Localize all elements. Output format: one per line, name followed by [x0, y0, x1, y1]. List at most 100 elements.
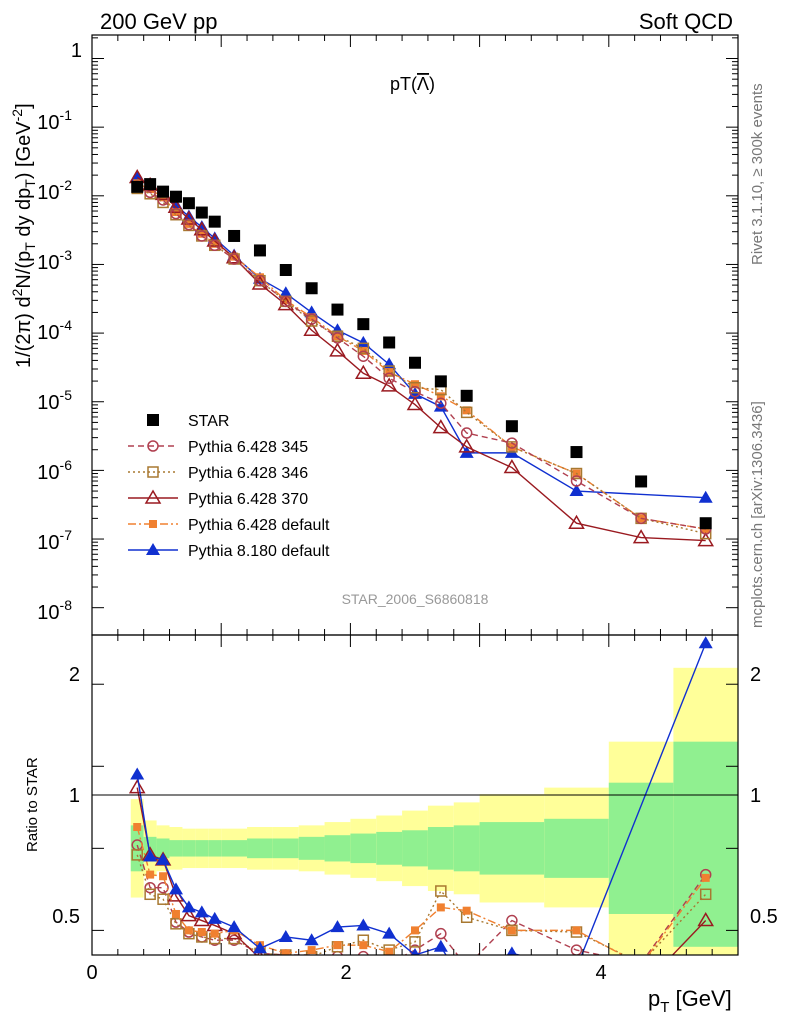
- data-point: [632, 529, 650, 544]
- ratio-point: [333, 941, 342, 950]
- ratio-point: [634, 981, 648, 993]
- side-label-top: Rivet 3.1.10, ≥ 300k events: [749, 83, 766, 265]
- ratio-point: [170, 918, 182, 930]
- data-point: [432, 419, 450, 434]
- ratio-point: [385, 947, 394, 955]
- ratio-point: [131, 849, 143, 861]
- data-point: [506, 437, 518, 449]
- data-point: [182, 197, 195, 210]
- band-green: [272, 838, 299, 859]
- data-point: [460, 406, 473, 419]
- ratio-point: [698, 636, 713, 649]
- ratio-point: [157, 881, 169, 894]
- ratio-line: [136, 854, 707, 955]
- data-point: [699, 517, 712, 530]
- ytick-label-e-8: 10-8: [37, 597, 72, 624]
- band-green: [544, 818, 609, 878]
- data-point: [383, 336, 396, 349]
- data-point: [197, 229, 206, 238]
- band-green: [324, 835, 351, 862]
- ratio-point: [171, 909, 180, 918]
- ratio-point: [305, 964, 319, 976]
- xtick-label-4: 4: [595, 962, 606, 984]
- data-point: [383, 372, 395, 384]
- ratio-point: [701, 873, 710, 882]
- legend-marker: [147, 414, 159, 426]
- band-green: [156, 838, 170, 859]
- ytick-label-e-2: 10-2: [37, 177, 72, 204]
- x-tick-labels: 0 2 4: [86, 962, 606, 984]
- ratio-point: [284, 953, 287, 955]
- ratio-point: [146, 870, 155, 879]
- data-point: [698, 490, 713, 503]
- ratio-y-tick-labels: 0.5 1 2 0.5 1 2: [52, 664, 778, 928]
- band-green: [247, 838, 273, 859]
- ratio-point: [133, 823, 142, 831]
- data-point: [460, 427, 473, 439]
- legend-label: Pythia 6.428 346: [188, 465, 308, 482]
- data-point: [357, 318, 370, 331]
- ytick-label-e-1: 10-1: [37, 107, 72, 134]
- legend-entry: Pythia 6.428 370: [128, 489, 308, 508]
- ratio-point: [181, 900, 196, 913]
- data-point: [281, 296, 290, 305]
- band-green: [427, 827, 454, 870]
- legend-marker: [149, 520, 157, 528]
- ratio-panel-data: [128, 636, 715, 993]
- band-green: [673, 741, 738, 947]
- data-point: [460, 389, 473, 402]
- ratio-point: [252, 941, 267, 954]
- data-point: [385, 368, 394, 377]
- band-green: [479, 822, 545, 875]
- ratio-point: [505, 964, 519, 976]
- data-point: [568, 514, 585, 529]
- main-panel-data: [128, 168, 715, 547]
- band-green: [350, 833, 377, 864]
- ratio-pythia-8-180-default: [130, 636, 713, 993]
- data-point: [195, 206, 208, 219]
- ratio-ytick-0.5-right: 0.5: [750, 906, 778, 928]
- xtick-label-2: 2: [340, 962, 351, 984]
- ratio-point: [128, 779, 146, 794]
- main-y-axis-label: 1/(2π) d2N/(pT dy dpT) [GeV-2]: [9, 103, 38, 368]
- data-point: [303, 321, 320, 337]
- data-point: [305, 282, 318, 295]
- data-point: [253, 244, 266, 257]
- data-point: [280, 295, 292, 308]
- series-line: [136, 176, 706, 542]
- data-point: [436, 392, 445, 401]
- ratio-ytick-2: 2: [69, 664, 80, 686]
- data-point: [228, 253, 240, 265]
- ratio-point: [281, 949, 290, 955]
- legend-label: Pythia 6.428 370: [188, 491, 308, 508]
- ratio-point: [435, 927, 447, 940]
- band-green: [182, 840, 196, 857]
- legend-label: Pythia 8.180 default: [188, 543, 330, 560]
- ratio-point: [433, 939, 448, 952]
- xtick-label-0: 0: [86, 962, 97, 984]
- analysis-watermark: STAR_2006_S6860818: [342, 591, 489, 607]
- band-green: [402, 830, 428, 867]
- ytick-label-e-5: 10-5: [37, 387, 72, 414]
- legend-marker: [146, 543, 160, 555]
- legend: STAR Pythia 6.428 345 Pythia 6.428 346 Pyth…: [128, 413, 330, 560]
- ratio-point: [157, 893, 169, 905]
- ratio-line: [136, 844, 707, 955]
- legend-label: Pythia 6.428 default: [188, 517, 330, 534]
- band-green: [608, 782, 674, 914]
- legend-entry: Pythia 6.428 default: [128, 517, 330, 534]
- ratio-point: [130, 767, 145, 780]
- title-close: ): [429, 74, 435, 94]
- data-point: [570, 467, 583, 480]
- data-point: [144, 178, 157, 191]
- legend-label: Pythia 6.428 345: [188, 439, 308, 456]
- band-green: [221, 840, 248, 857]
- data-point: [305, 313, 318, 325]
- ratio-point: [356, 974, 370, 986]
- ratio-point: [460, 981, 474, 993]
- ratio-point: [227, 920, 242, 933]
- data-point: [433, 399, 448, 412]
- ratio-point: [411, 926, 419, 935]
- ratio-point: [156, 852, 171, 865]
